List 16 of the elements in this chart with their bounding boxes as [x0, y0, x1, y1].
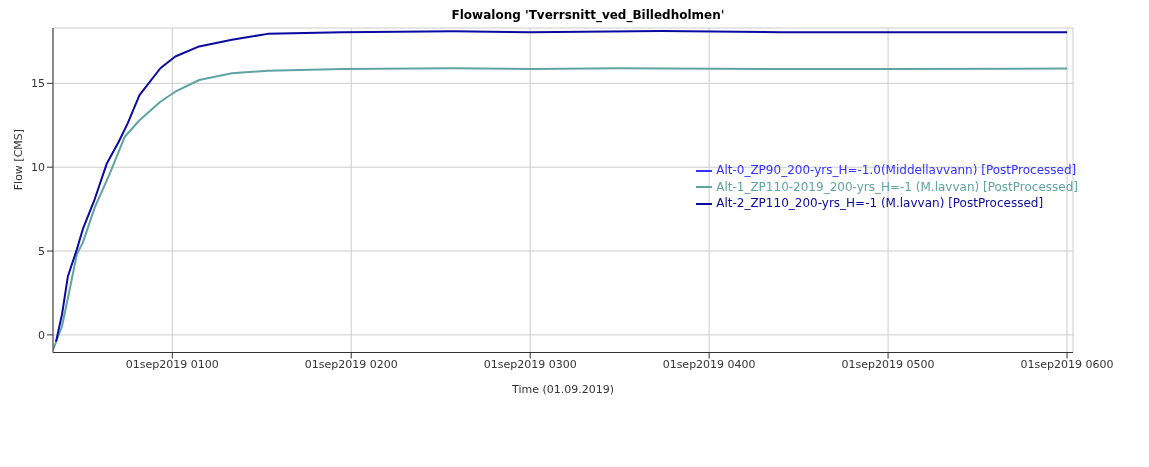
x-tick-label: 01sep2019 0300	[483, 358, 577, 372]
x-axis-title: Time (01.09.2019)	[511, 382, 614, 396]
y-tick-label: 5	[38, 244, 45, 258]
y-tick-label: 10	[31, 161, 45, 175]
legend-label: Alt-1_ZP110-2019_200-yrs_H=-1 (M.lavvan) [PostProcessed]	[716, 179, 1078, 194]
legend-label: Alt-0_ZP90_200-yrs_H=-1.0(Middellavvann) [PostProcessed]	[716, 163, 1077, 177]
y-tick-label: 0	[38, 328, 45, 342]
x-tick-label: 01sep2019 0400	[662, 358, 756, 372]
chart-title: Flowalong 'Tverrsnitt_ved_Billedholmen'	[450, 8, 726, 22]
x-tick-label: 01sep2019 0500	[841, 358, 935, 372]
y-tick-label: 15	[31, 77, 45, 91]
y-axis-title: Flow [CMS]	[11, 128, 25, 191]
x-tick-label: 01sep2019 0600	[1020, 358, 1114, 372]
x-tick-label: 01sep2019 0100	[125, 358, 219, 372]
legend-label: Alt-2_ZP110_200-yrs_H=-1 (M.lavvan) [PostProcessed]	[716, 196, 1044, 210]
x-tick-label: 01sep2019 0200	[304, 358, 398, 372]
